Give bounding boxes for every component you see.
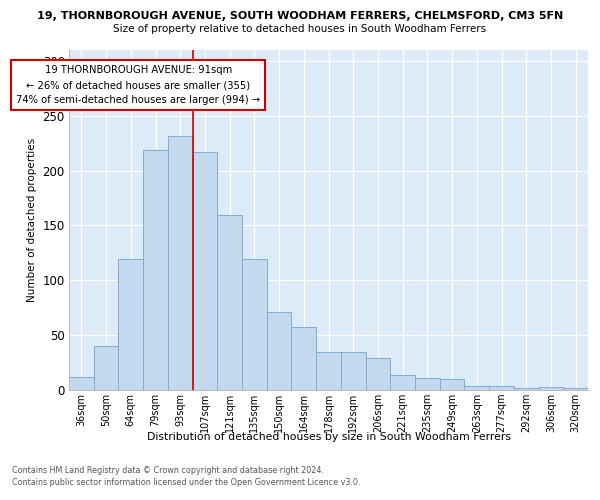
- Bar: [539, 386, 563, 390]
- Bar: [341, 352, 365, 390]
- Text: 19 THORNBOROUGH AVENUE: 91sqm
← 26% of detached houses are smaller (355)
74% of : 19 THORNBOROUGH AVENUE: 91sqm ← 26% of d…: [16, 66, 260, 105]
- Text: Contains HM Land Registry data © Crown copyright and database right 2024.: Contains HM Land Registry data © Crown c…: [12, 466, 324, 475]
- Bar: [292, 328, 316, 390]
- Bar: [464, 386, 489, 390]
- Bar: [242, 260, 267, 390]
- Text: Contains public sector information licensed under the Open Government Licence v3: Contains public sector information licen…: [12, 478, 361, 487]
- Bar: [143, 150, 168, 390]
- Bar: [94, 346, 118, 390]
- Bar: [514, 388, 539, 390]
- Bar: [118, 260, 143, 390]
- Bar: [168, 136, 193, 390]
- Bar: [489, 386, 514, 390]
- Bar: [563, 388, 588, 390]
- Bar: [69, 377, 94, 390]
- Bar: [267, 312, 292, 390]
- Bar: [193, 152, 217, 390]
- Bar: [365, 358, 390, 390]
- Bar: [316, 352, 341, 390]
- Bar: [440, 379, 464, 390]
- Bar: [217, 214, 242, 390]
- Text: 19, THORNBOROUGH AVENUE, SOUTH WOODHAM FERRERS, CHELMSFORD, CM3 5FN: 19, THORNBOROUGH AVENUE, SOUTH WOODHAM F…: [37, 11, 563, 21]
- Y-axis label: Number of detached properties: Number of detached properties: [27, 138, 37, 302]
- Bar: [415, 378, 440, 390]
- Text: Distribution of detached houses by size in South Woodham Ferrers: Distribution of detached houses by size …: [147, 432, 511, 442]
- Bar: [390, 374, 415, 390]
- Text: Size of property relative to detached houses in South Woodham Ferrers: Size of property relative to detached ho…: [113, 24, 487, 34]
